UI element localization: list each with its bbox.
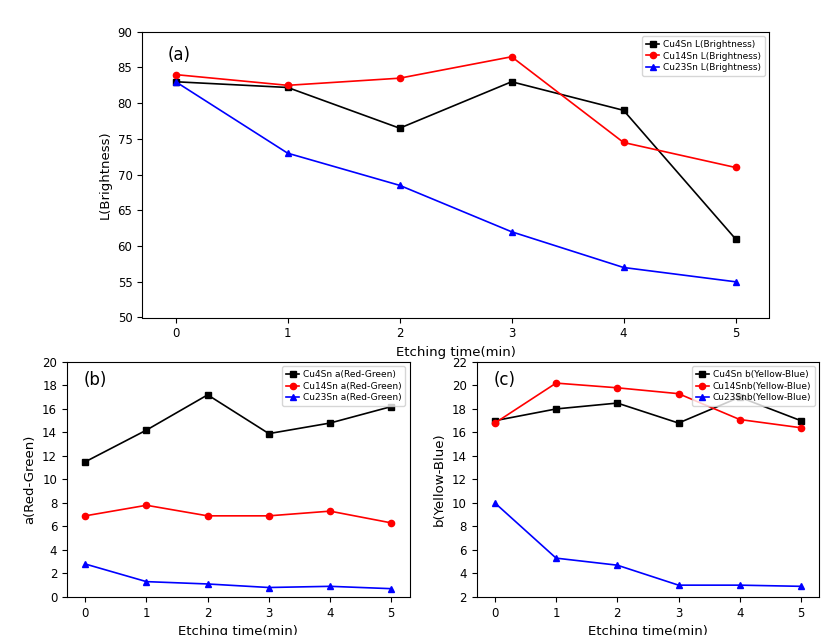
Cu4Sn b(Yellow-Blue) [796,417,806,424]
Y-axis label: L(Brightness): L(Brightness) [99,130,112,219]
Cu14Sn a(Red-Green) [264,512,274,519]
Cu23Sn a(Red-Green) [202,580,212,588]
Cu4Sn a(Red-Green) [80,458,90,465]
Cu14Snb(Yellow-Blue) [551,379,561,387]
Y-axis label: a(Red-Green): a(Red-Green) [23,435,37,524]
Cu14Sn L(Brightness) [171,70,181,78]
X-axis label: Etching time(min): Etching time(min) [395,346,516,359]
Cu23Snb(Yellow-Blue) [551,554,561,562]
Cu23Snb(Yellow-Blue) [612,561,622,569]
Cu4Sn b(Yellow-Blue) [490,417,500,424]
Cu14Sn L(Brightness) [283,81,293,89]
Line: Cu23Snb(Yellow-Blue): Cu23Snb(Yellow-Blue) [492,500,804,589]
Cu23Sn a(Red-Green) [264,584,274,591]
Legend: Cu4Sn a(Red-Green), Cu14Sn a(Red-Green), Cu23Sn a(Red-Green): Cu4Sn a(Red-Green), Cu14Sn a(Red-Green),… [282,366,405,406]
Cu14Sn a(Red-Green) [386,519,396,526]
Cu23Sn a(Red-Green) [386,585,396,592]
Cu14Sn L(Brightness) [395,74,405,82]
Cu14Sn a(Red-Green) [80,512,90,519]
Cu14Sn L(Brightness) [731,164,741,171]
Cu14Sn L(Brightness) [619,138,629,146]
Legend: Cu4Sn L(Brightness), Cu14Sn L(Brightness), Cu23Sn L(Brightness): Cu4Sn L(Brightness), Cu14Sn L(Brightness… [642,36,765,76]
Cu23Snb(Yellow-Blue) [735,582,745,589]
Line: Cu14Snb(Yellow-Blue): Cu14Snb(Yellow-Blue) [492,380,804,431]
Cu23Sn L(Brightness) [283,149,293,157]
Cu4Sn a(Red-Green) [202,391,212,399]
Line: Cu14Sn a(Red-Green): Cu14Sn a(Red-Green) [82,502,395,526]
Cu23Sn L(Brightness) [395,182,405,189]
Text: (b): (b) [84,371,107,389]
Line: Cu4Sn b(Yellow-Blue): Cu4Sn b(Yellow-Blue) [492,394,804,426]
Line: Cu14Sn L(Brightness): Cu14Sn L(Brightness) [172,53,739,171]
Cu4Sn L(Brightness) [171,78,181,86]
Text: (c): (c) [493,371,516,389]
Cu14Sn a(Red-Green) [141,502,151,509]
Cu4Sn a(Red-Green) [141,426,151,434]
Cu23Sn a(Red-Green) [141,578,151,585]
Cu14Snb(Yellow-Blue) [490,419,500,427]
Cu23Sn L(Brightness) [731,278,741,286]
Cu4Sn a(Red-Green) [264,430,274,438]
Cu4Sn b(Yellow-Blue) [674,419,684,427]
Cu14Snb(Yellow-Blue) [612,384,622,392]
Line: Cu4Sn L(Brightness): Cu4Sn L(Brightness) [172,79,739,242]
Cu4Sn L(Brightness) [507,78,517,86]
Cu23Sn a(Red-Green) [325,582,335,590]
Cu4Sn a(Red-Green) [325,419,335,427]
Cu4Sn a(Red-Green) [386,403,396,410]
Line: Cu4Sn a(Red-Green): Cu4Sn a(Red-Green) [82,392,395,465]
Cu14Sn a(Red-Green) [202,512,212,519]
Text: (a): (a) [167,46,191,64]
Cu23Sn a(Red-Green) [80,560,90,568]
Cu23Snb(Yellow-Blue) [674,582,684,589]
Cu14Snb(Yellow-Blue) [796,424,806,432]
Cu23Snb(Yellow-Blue) [490,499,500,507]
Cu4Sn b(Yellow-Blue) [551,405,561,413]
Cu14Snb(Yellow-Blue) [674,390,684,398]
Cu23Sn L(Brightness) [619,264,629,271]
Cu4Sn L(Brightness) [395,124,405,132]
Y-axis label: b(Yellow-Blue): b(Yellow-Blue) [433,432,446,526]
Cu4Sn L(Brightness) [283,84,293,91]
Cu23Sn L(Brightness) [507,228,517,236]
Cu4Sn L(Brightness) [731,235,741,243]
Cu14Sn L(Brightness) [507,53,517,60]
Line: Cu23Sn a(Red-Green): Cu23Sn a(Red-Green) [82,561,395,592]
Cu4Sn b(Yellow-Blue) [735,393,745,401]
Cu23Snb(Yellow-Blue) [796,582,806,590]
Cu14Snb(Yellow-Blue) [735,416,745,424]
Cu4Sn b(Yellow-Blue) [612,399,622,407]
Cu23Sn L(Brightness) [171,78,181,86]
Line: Cu23Sn L(Brightness): Cu23Sn L(Brightness) [172,79,739,285]
Legend: Cu4Sn b(Yellow-Blue), Cu14Snb(Yellow-Blue), Cu23Snb(Yellow-Blue): Cu4Sn b(Yellow-Blue), Cu14Snb(Yellow-Blu… [692,366,815,406]
X-axis label: Etching time(min): Etching time(min) [178,625,298,635]
X-axis label: Etching time(min): Etching time(min) [588,625,708,635]
Cu4Sn L(Brightness) [619,107,629,114]
Cu14Sn a(Red-Green) [325,507,335,515]
